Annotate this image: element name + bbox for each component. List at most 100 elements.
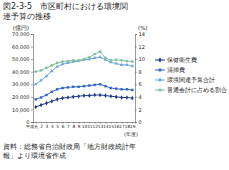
- tick-label: 70,000: [12, 31, 30, 37]
- legend-label: 清掃費: [167, 67, 185, 73]
- marker: [40, 69, 43, 72]
- tick-label: 2: [40, 124, 43, 129]
- marker: [94, 84, 96, 86]
- marker: [88, 56, 91, 59]
- marker: [77, 59, 81, 62]
- legend-item: 清掃費: [155, 67, 185, 73]
- marker: [125, 63, 129, 66]
- tick-mark: [135, 72, 137, 73]
- tick-label: 19: [130, 124, 136, 129]
- marker: [120, 63, 124, 66]
- marker: [126, 95, 129, 100]
- tick-label: 8: [72, 124, 75, 129]
- tick-label: 4: [51, 124, 54, 129]
- x-axis-title: (年度): [124, 131, 138, 137]
- marker: [34, 70, 37, 73]
- tick-label: 3: [46, 124, 49, 129]
- marker: [45, 101, 48, 106]
- tick: 20,000: [12, 94, 33, 100]
- tick: 5: [56, 122, 59, 129]
- marker: [82, 58, 86, 61]
- legend-marker: [159, 69, 162, 72]
- marker: [131, 96, 134, 101]
- marker: [115, 95, 118, 100]
- line: [36, 84, 133, 99]
- tick-label: 0: [139, 119, 142, 125]
- tick-mark: [31, 84, 33, 85]
- marker: [93, 93, 96, 98]
- marker: [83, 58, 86, 61]
- marker: [104, 93, 107, 98]
- legend-label: 保健衛生費: [167, 57, 197, 63]
- plot: 010,00020,00030,00040,00050,00060,00070,…: [12, 24, 148, 137]
- marker: [115, 87, 117, 89]
- marker: [45, 94, 47, 96]
- marker: [56, 88, 58, 90]
- marker: [40, 103, 43, 108]
- tick-mark: [31, 72, 33, 73]
- tick: 3: [46, 122, 49, 129]
- tick-label: 9: [78, 124, 81, 129]
- series: [34, 50, 133, 73]
- tick: 10: [135, 56, 145, 62]
- x-axis: 平成元2345678910111213141516171819: [26, 122, 136, 129]
- legend-item: 環境関連予算合計: [155, 76, 215, 83]
- marker: [45, 74, 49, 77]
- marker: [45, 67, 48, 70]
- tick-label: 6: [62, 124, 65, 129]
- marker: [61, 87, 63, 89]
- tick: 8: [135, 69, 142, 75]
- tick: 平成元: [26, 122, 38, 129]
- marks: [34, 50, 134, 109]
- marker: [109, 59, 112, 62]
- marker: [110, 94, 113, 99]
- marker: [126, 60, 129, 63]
- legend-marker: [158, 88, 161, 91]
- marker: [50, 64, 53, 67]
- marker: [50, 99, 53, 104]
- legend: 保健衛生費清掃費環境関連予算合計普通会計に占める割合: [155, 57, 227, 93]
- marker: [40, 96, 42, 98]
- y2-axis-title: (%): [138, 25, 148, 31]
- legend-label: 普通会計に占める割合: [167, 86, 227, 93]
- marker: [56, 97, 59, 102]
- tick-mark: [31, 34, 33, 35]
- tick-label: 2: [139, 107, 142, 113]
- marker: [93, 56, 97, 59]
- marker: [71, 60, 75, 63]
- tick-label: 40,000: [12, 69, 30, 75]
- legend-marker: [158, 78, 162, 82]
- marker: [114, 61, 118, 64]
- tick: 0: [135, 119, 142, 125]
- legend-line: [155, 70, 165, 71]
- y2-axis: 02468101214: [135, 31, 145, 125]
- tick: 4: [51, 122, 54, 129]
- marker: [110, 87, 112, 89]
- title: 図2-3-5 市区町村における環境関連予算の推移: [3, 2, 135, 22]
- tick: 2: [135, 107, 142, 113]
- tick: 50,000: [12, 56, 33, 62]
- marker: [99, 50, 102, 53]
- marker: [99, 83, 101, 85]
- tick: 30,000: [12, 81, 33, 87]
- marker: [88, 84, 90, 86]
- marker: [72, 59, 75, 62]
- legend-item: 保健衛生費: [155, 57, 197, 63]
- tick-label: 60,000: [12, 44, 30, 50]
- tick: 40,000: [12, 69, 33, 75]
- marker: [39, 78, 43, 81]
- marker: [115, 58, 118, 61]
- marker: [77, 59, 80, 62]
- marker: [131, 60, 134, 63]
- tick-label: 6: [139, 81, 142, 87]
- source: 資料：総務省自治財政局「地方財政統計年報」より環境省作成: [3, 143, 143, 160]
- marker: [120, 88, 122, 90]
- tick-mark: [31, 109, 33, 110]
- tick-mark: [31, 59, 33, 60]
- legend-marker: [158, 57, 161, 62]
- y-axis-title: (億円): [13, 24, 29, 31]
- marker: [55, 65, 59, 68]
- marker: [51, 91, 53, 93]
- tick-label: 12: [139, 44, 145, 50]
- axis-line: [136, 35, 138, 123]
